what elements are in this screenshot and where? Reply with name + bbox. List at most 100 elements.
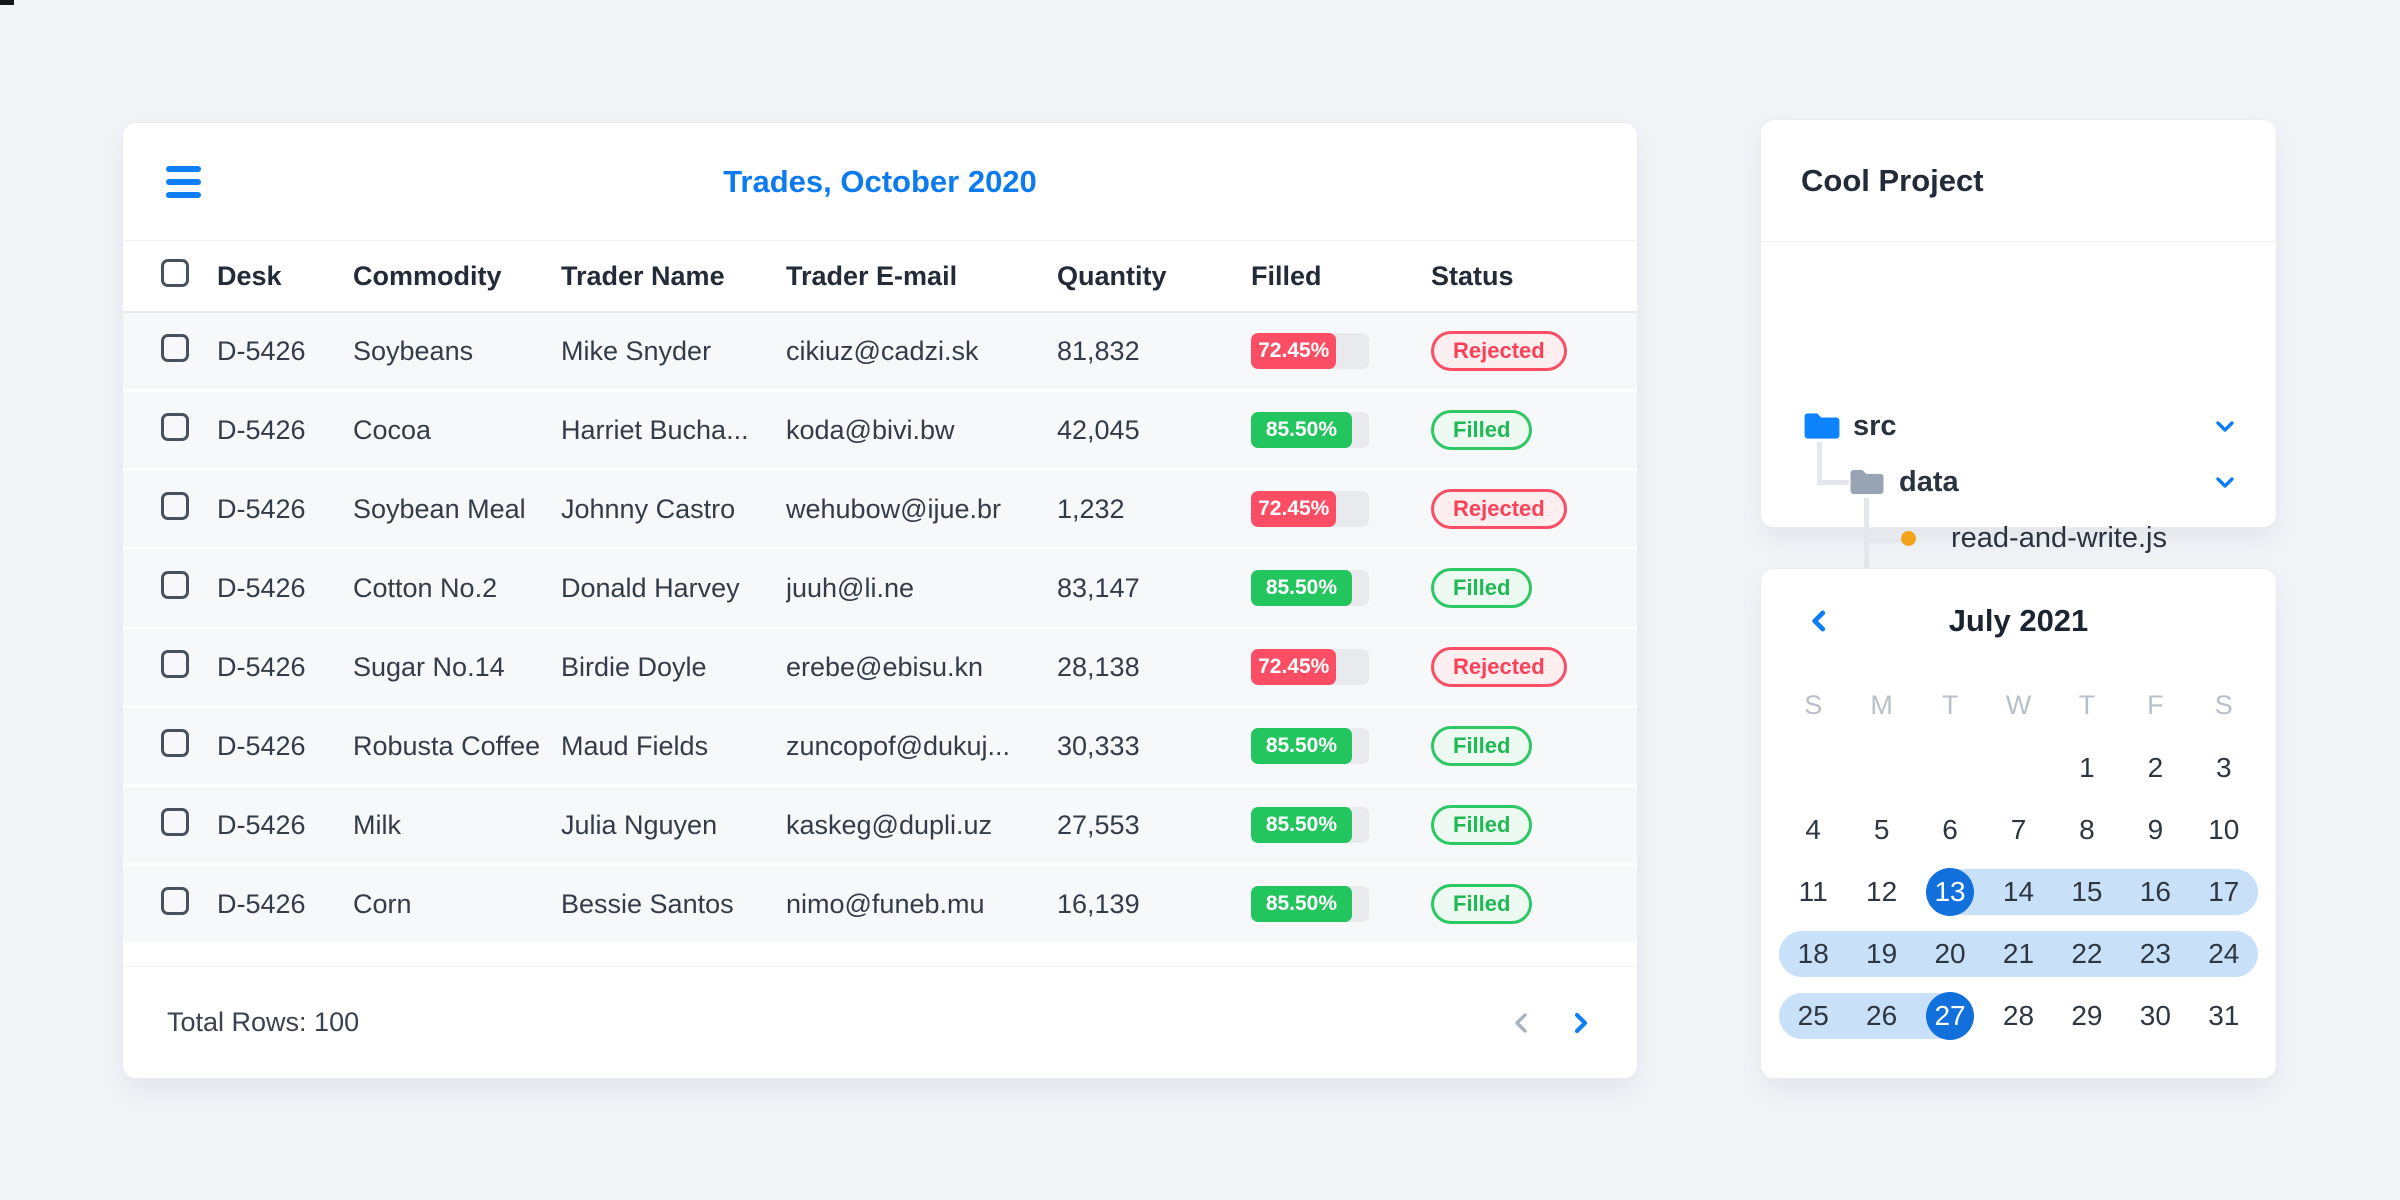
calendar-day[interactable]: 17 [2189,861,2259,923]
calendar-day[interactable]: 31 [2208,1000,2240,1031]
tree-node-src[interactable]: src [1761,406,2276,446]
calendar-day[interactable]: 8 [2079,814,2095,845]
row-checkbox[interactable] [161,570,189,599]
cell-email: juuh@li.ne [786,572,914,603]
calendar-day[interactable]: 11 [1798,876,1828,907]
chevron-down-icon[interactable] [2212,413,2238,439]
calendar-day[interactable]: 12 [1866,876,1898,907]
calendar-day[interactable]: 3 [2215,752,2232,783]
calendar-day[interactable]: 4 [1805,814,1821,845]
cell-email: zuncopof@dukuj... [786,730,1011,761]
calendar-day[interactable]: 29 [2071,1000,2103,1031]
calendar-day-range-end[interactable]: 27 [1915,985,1984,1047]
stray-mark [0,0,14,5]
calendar-day[interactable]: 26 [1847,985,1917,1047]
row-checkbox[interactable] [161,491,189,520]
filled-progress: 72.45% [1251,333,1369,369]
progress-fill: 85.50% [1251,886,1352,922]
calendar-day[interactable]: 25 [1779,985,1848,1047]
weekday-label: T [1941,689,1959,720]
row-checkbox[interactable] [161,807,189,836]
file-label: read-and-write.js [1951,521,2167,554]
project-card: Cool Project src data read-and-write.js … [1760,119,2277,609]
menu-icon[interactable] [166,165,201,198]
table-title: Trades, October 2020 [723,163,1037,199]
progress-fill: 72.45% [1251,333,1337,369]
row-checkbox[interactable] [161,333,189,362]
calendar-day[interactable]: 6 [1942,814,1958,845]
calendar-day[interactable]: 24 [2189,923,2259,985]
calendar-prev-button[interactable] [1805,607,1833,635]
cell-trader: Harriet Bucha... [561,414,749,445]
cell-commodity: Cotton No.2 [353,572,498,603]
cell-email: erebe@ebisu.kn [786,651,984,682]
calendar-day[interactable]: 5 [1873,814,1890,845]
calendar-day[interactable]: 21 [1984,923,2054,985]
filled-progress: 85.50% [1251,570,1369,606]
cell-commodity: Cocoa [353,414,432,445]
prev-page-button[interactable] [1509,1010,1535,1036]
cell-trader: Birdie Doyle [561,651,707,682]
cell-commodity: Milk [353,809,401,840]
status-badge: Rejected [1431,489,1567,529]
calendar-day[interactable]: 7 [2010,814,2027,845]
table-row: D-5426 Milk Julia Nguyen kaskeg@dupli.uz… [123,787,1637,866]
cell-email: wehubow@ijue.br [786,493,1002,524]
calendar-day[interactable]: 15 [2052,861,2122,923]
folder-icon [1804,413,1840,439]
cell-desk: D-5426 [217,888,306,919]
cell-quantity: 42,045 [1057,414,1140,445]
progress-fill: 85.50% [1251,807,1352,843]
cell-commodity: Soybean Meal [353,493,526,524]
row-checkbox[interactable] [161,412,189,441]
filled-progress: 85.50% [1251,807,1369,843]
calendar-day-range-start[interactable]: 13 [1916,861,1985,923]
tree-node-data[interactable]: data [1761,462,2276,502]
row-checkbox[interactable] [161,649,189,678]
calendar-day[interactable]: 28 [2002,1000,2035,1031]
select-all-checkbox[interactable] [161,258,189,287]
calendar-day[interactable]: 22 [2052,923,2122,985]
cell-email: koda@bivi.bw [786,414,955,445]
calendar-day[interactable]: 20 [1915,923,1985,985]
chevron-left-icon [1515,1012,1527,1033]
cell-desk: D-5426 [217,572,306,603]
calendar-day[interactable]: 30 [2139,1000,2171,1031]
calendar-day[interactable]: 14 [1984,861,2054,923]
table-row: D-5426 Cocoa Harriet Bucha... koda@bivi.… [123,392,1637,471]
cell-desk: D-5426 [217,809,306,840]
cell-quantity: 16,139 [1057,888,1140,919]
calendar-day[interactable]: 18 [1779,923,1848,985]
cell-email: nimo@funeb.mu [786,888,985,919]
cell-trader: Mike Snyder [561,335,712,366]
chevron-down-icon[interactable] [2212,469,2238,495]
header-cell-commodity: Commodity [353,260,502,291]
chevron-right-icon [1574,1012,1588,1033]
calendar-day[interactable]: 9 [2147,814,2164,845]
filled-progress: 85.50% [1251,728,1369,764]
cell-quantity: 83,147 [1057,572,1140,603]
next-page-button[interactable] [1567,1010,1593,1036]
calendar-card: July 2021 S M T W T F S 1 2 3 4 5 6 7 8 … [1760,568,2277,1079]
header-cell-quantity: Quantity [1057,260,1167,291]
table-row: D-5426 Sugar No.14 Birdie Doyle erebe@eb… [123,629,1637,708]
table-footer: Total Rows: 100 [123,966,1637,1078]
cell-trader: Julia Nguyen [561,809,718,840]
calendar-day[interactable]: 2 [2147,752,2164,783]
calendar-day[interactable]: 1 [2079,752,2095,783]
filled-progress: 72.45% [1251,649,1369,685]
calendar-day[interactable]: 23 [2121,923,2190,985]
cell-quantity: 28,138 [1057,651,1140,682]
calendar-day[interactable]: 19 [1847,923,1917,985]
row-checkbox[interactable] [161,886,189,915]
calendar-day [1779,737,1847,799]
tree-node-label: data [1899,465,1959,498]
cell-desk: D-5426 [217,414,306,445]
row-checkbox[interactable] [161,728,189,757]
weekday-label: T [2078,689,2096,720]
cell-trader: Johnny Castro [561,493,736,524]
calendar-day[interactable]: 10 [2208,814,2240,845]
tree-file-read-and-write[interactable]: read-and-write.js [1761,518,2276,558]
calendar-day[interactable]: 16 [2121,861,2190,923]
weekday-label: W [2005,689,2032,720]
